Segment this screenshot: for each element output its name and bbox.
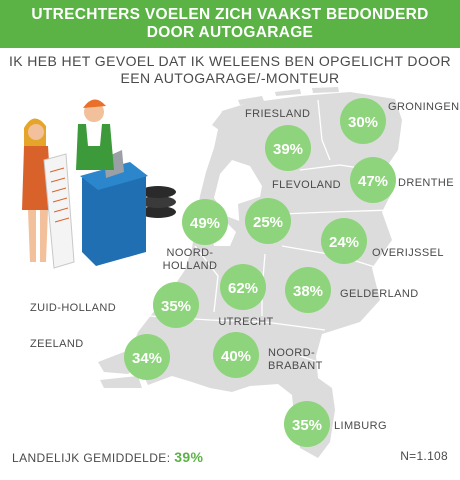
tire-icon: [140, 206, 176, 218]
wadden-island-1: [212, 112, 232, 132]
invoice-line: [49, 167, 65, 173]
counter-top-icon: [80, 162, 148, 190]
invoice-line: [50, 177, 66, 183]
province-label-noord-brabant: NOORD-BRABANT: [268, 347, 323, 372]
province-label-limburg: LIMBURG: [334, 420, 387, 432]
value-label-groningen: 30%: [348, 114, 378, 131]
value-label-drenthe: 47%: [358, 173, 388, 190]
province-borders: [149, 99, 393, 373]
province-label-zeeland: ZEELAND: [30, 338, 84, 350]
subtitle-line-2: EEN AUTOGARAGE/-MONTEUR: [120, 70, 340, 86]
province-label-line: HOLLAND: [163, 260, 218, 272]
national-average-label: LANDELIJK GEMIDDELDE:: [12, 451, 171, 465]
bubble-overijssel: [321, 218, 367, 264]
sample-size: N=1.108: [400, 449, 448, 463]
invoice-line: [52, 197, 68, 203]
value-label-utrecht: 62%: [228, 280, 258, 297]
national-average-value: 39%: [174, 449, 204, 465]
bubble-limburg: [284, 401, 330, 447]
wadden-island-3: [275, 89, 301, 96]
value-label-zeeland: 34%: [132, 350, 162, 367]
customer-legs-icon: [28, 210, 48, 262]
invoice-line: [54, 217, 70, 223]
mechanic-shirt-icon: [86, 124, 102, 146]
national-average: LANDELIJK GEMIDDELDE: 39%: [12, 449, 203, 465]
province-label-gelderland: GELDERLAND: [340, 288, 419, 300]
value-label-noord-brabant: 40%: [221, 348, 251, 365]
tire-icon: [140, 196, 176, 208]
border-friesland-groningen: [317, 99, 331, 161]
mechanic-body-icon: [76, 124, 114, 170]
title-line-2: DOOR AUTOGARAGE: [146, 24, 314, 41]
tire-icon: [140, 186, 176, 198]
province-bubbles: 30% GRONINGEN 39% FRIESLAND 47% DRENTHE 25% FLE…: [30, 98, 459, 447]
province-label-utrecht: UTRECHT: [218, 316, 273, 328]
bubble-noord-holland: [182, 199, 228, 245]
bubble-drenthe: [350, 157, 396, 203]
province-label-friesland: FRIESLAND: [245, 108, 310, 120]
subtitle-line-1: IK HEB HET GEVOEL DAT IK WELEENS BEN OPG…: [8, 53, 452, 69]
bubble-gelderland: [285, 267, 331, 313]
invoice-line: [53, 207, 69, 213]
value-label-gelderland: 38%: [293, 283, 323, 300]
border-limburg: [299, 355, 326, 373]
value-label-flevoland: 25%: [253, 214, 283, 231]
mechanic-illustration: [22, 99, 176, 269]
header-banner: UTRECHTERS VOELEN ZICH VAAKST BEDONDERD …: [0, 0, 460, 48]
invoice-line: [51, 187, 67, 193]
province-label-zuid-holland: ZUID-HOLLAND: [30, 302, 116, 314]
wadden-island-2: [238, 96, 264, 105]
bubble-friesland: [265, 125, 311, 171]
province-label-line: NOORD-: [268, 347, 315, 359]
province-label-line: BRABANT: [268, 360, 323, 372]
bubble-flevoland: [245, 198, 291, 244]
province-label-groningen: GRONINGEN: [388, 101, 459, 113]
subtitle: IK HEB HET GEVOEL DAT IK WELEENS BEN OPG…: [0, 53, 460, 87]
title-line-1: UTRECHTERS VOELEN ZICH VAAKST BEDONDERD: [31, 6, 429, 23]
border-holland: [194, 245, 219, 313]
zeeland-flanders: [100, 376, 142, 388]
province-label-drenthe: DRENTHE: [398, 177, 454, 189]
value-label-friesland: 39%: [273, 141, 303, 158]
value-label-limburg: 35%: [292, 417, 322, 434]
bubble-zuid-holland: [153, 282, 199, 328]
province-label-flevoland: FLEVOLAND: [272, 179, 341, 191]
province-label-overijssel: OVERIJSSEL: [372, 247, 444, 259]
province-label-line: NOORD-: [166, 247, 213, 259]
mainland-shape: [130, 92, 402, 458]
value-label-zuid-holland: 35%: [161, 298, 191, 315]
bubble-utrecht: [220, 264, 266, 310]
bubble-noord-brabant: [213, 332, 259, 378]
value-label-noord-holland: 49%: [190, 215, 220, 232]
mechanic-cap-icon: [83, 99, 106, 108]
bubble-groningen: [340, 98, 386, 144]
invoice-lines: [49, 167, 70, 223]
wadden-island-4: [312, 87, 339, 93]
province-label-noord-holland: NOORD-HOLLAND: [163, 247, 218, 272]
customer-head-icon: [28, 124, 44, 140]
value-label-overijssel: 24%: [329, 234, 359, 251]
border-overijssel: [281, 209, 393, 215]
bubble-zeeland: [124, 334, 170, 380]
